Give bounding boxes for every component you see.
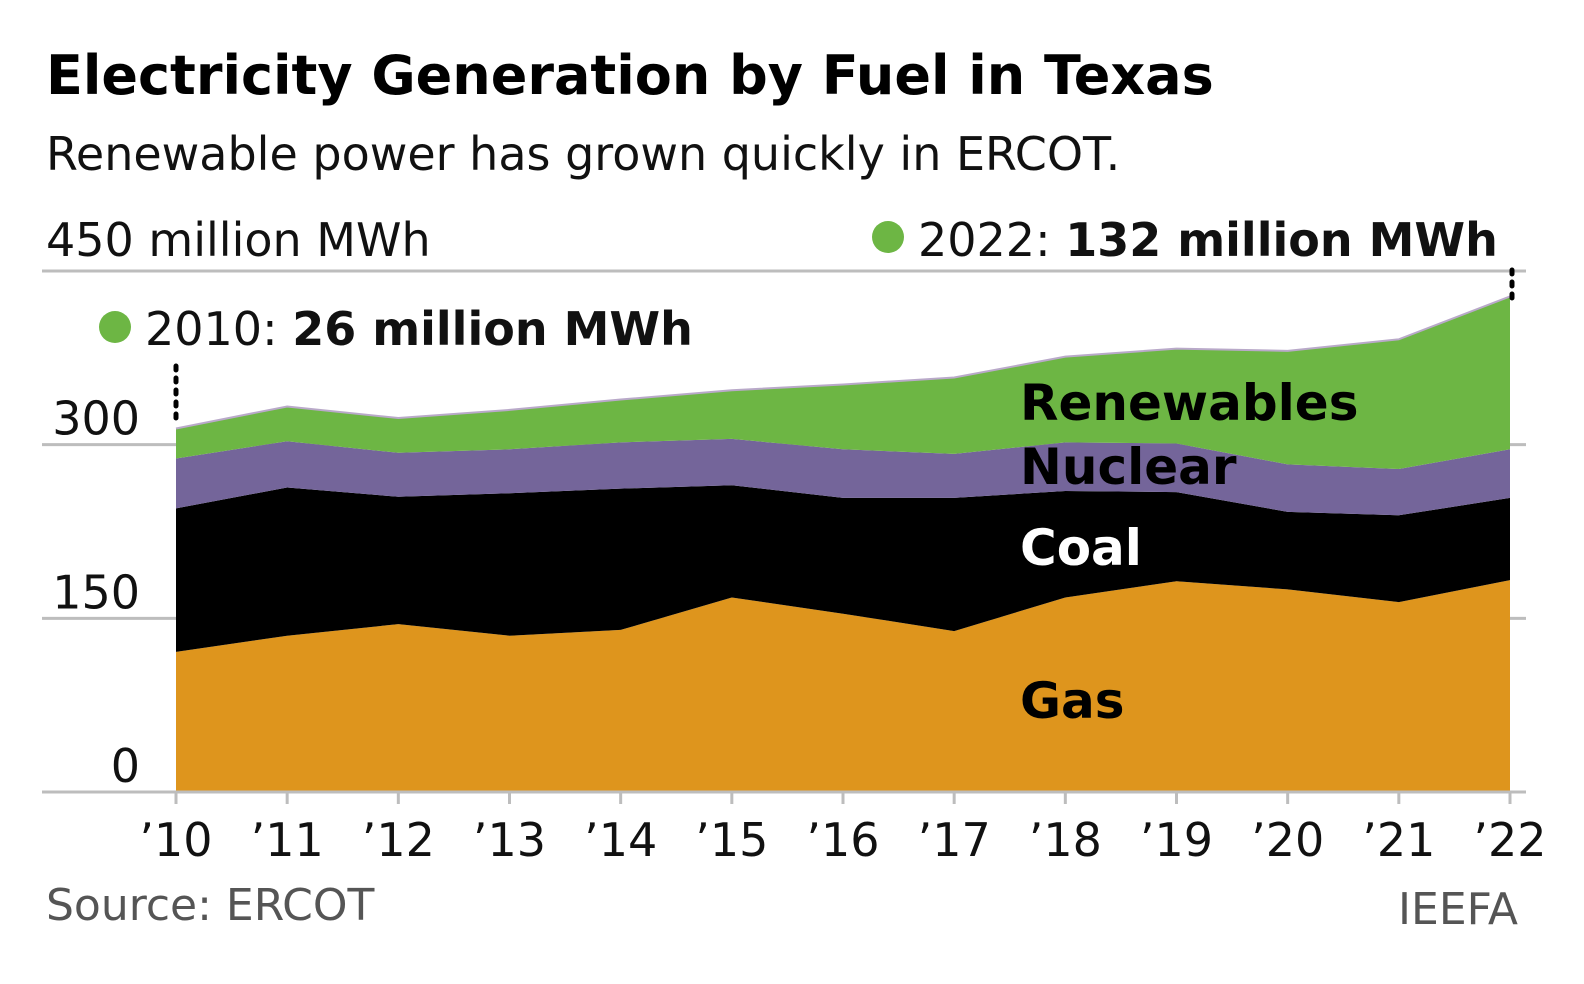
y-tick-label: 0: [111, 739, 140, 793]
x-tick-label: ’19: [1140, 813, 1213, 867]
y-tick-label: 300: [52, 392, 140, 446]
x-tick-label: ’13: [473, 813, 546, 867]
x-tick-label: ’12: [362, 813, 435, 867]
y-tick-label: 150: [52, 565, 140, 619]
x-tick-label: ’18: [1029, 813, 1102, 867]
series-label-coal: Coal: [1020, 519, 1142, 577]
x-tick-label: ’16: [806, 813, 879, 867]
x-tick-label: ’10: [139, 813, 212, 867]
series-labels: Gas Coal Nuclear Renewables: [1020, 374, 1358, 730]
x-tick-label: ’11: [251, 813, 324, 867]
area-gas: [176, 580, 1510, 792]
x-tick-label: ’17: [918, 813, 991, 867]
x-tick-label: ’21: [1362, 813, 1435, 867]
total-line: [175, 295, 1511, 430]
annotation-2010-text: 2010: 26 million MWh: [145, 302, 693, 356]
chart-title: Electricity Generation by Fuel in Texas: [46, 44, 1214, 107]
areas: [175, 295, 1511, 792]
credit: IEEFA: [1398, 884, 1518, 935]
series-label-gas: Gas: [1020, 672, 1125, 730]
annotation-2010: 2010: 26 million MWh: [99, 302, 693, 421]
series-label-nuclear: Nuclear: [1020, 438, 1237, 496]
x-tick-label: ’15: [695, 813, 768, 867]
chart-subtitle: Renewable power has grown quickly in ERC…: [46, 127, 1120, 181]
annotation-2022: 2022: 132 million MWh: [872, 213, 1515, 301]
axes: ’10 ’11 ’12 ’13 ’14 ’15 ’16 ’17 ’18 ’19 ’20 ’21 ’22: [42, 790, 1547, 867]
series-label-renewables: Renewables: [1020, 374, 1358, 432]
x-tick-label: ’22: [1473, 813, 1546, 867]
y-axis-label: 450 million MWh: [46, 213, 431, 267]
legend-dot-icon: [872, 221, 904, 253]
x-tick-label: ’20: [1251, 813, 1324, 867]
annotation-2022-text: 2022: 132 million MWh: [918, 213, 1498, 267]
area-nuclear: [176, 438, 1510, 516]
x-tick-label: ’14: [584, 813, 657, 867]
source-note: Source: ERCOT: [46, 880, 374, 931]
legend-dot-icon: [99, 311, 131, 343]
area-renewables: [176, 296, 1510, 469]
area-coal: [176, 485, 1510, 652]
